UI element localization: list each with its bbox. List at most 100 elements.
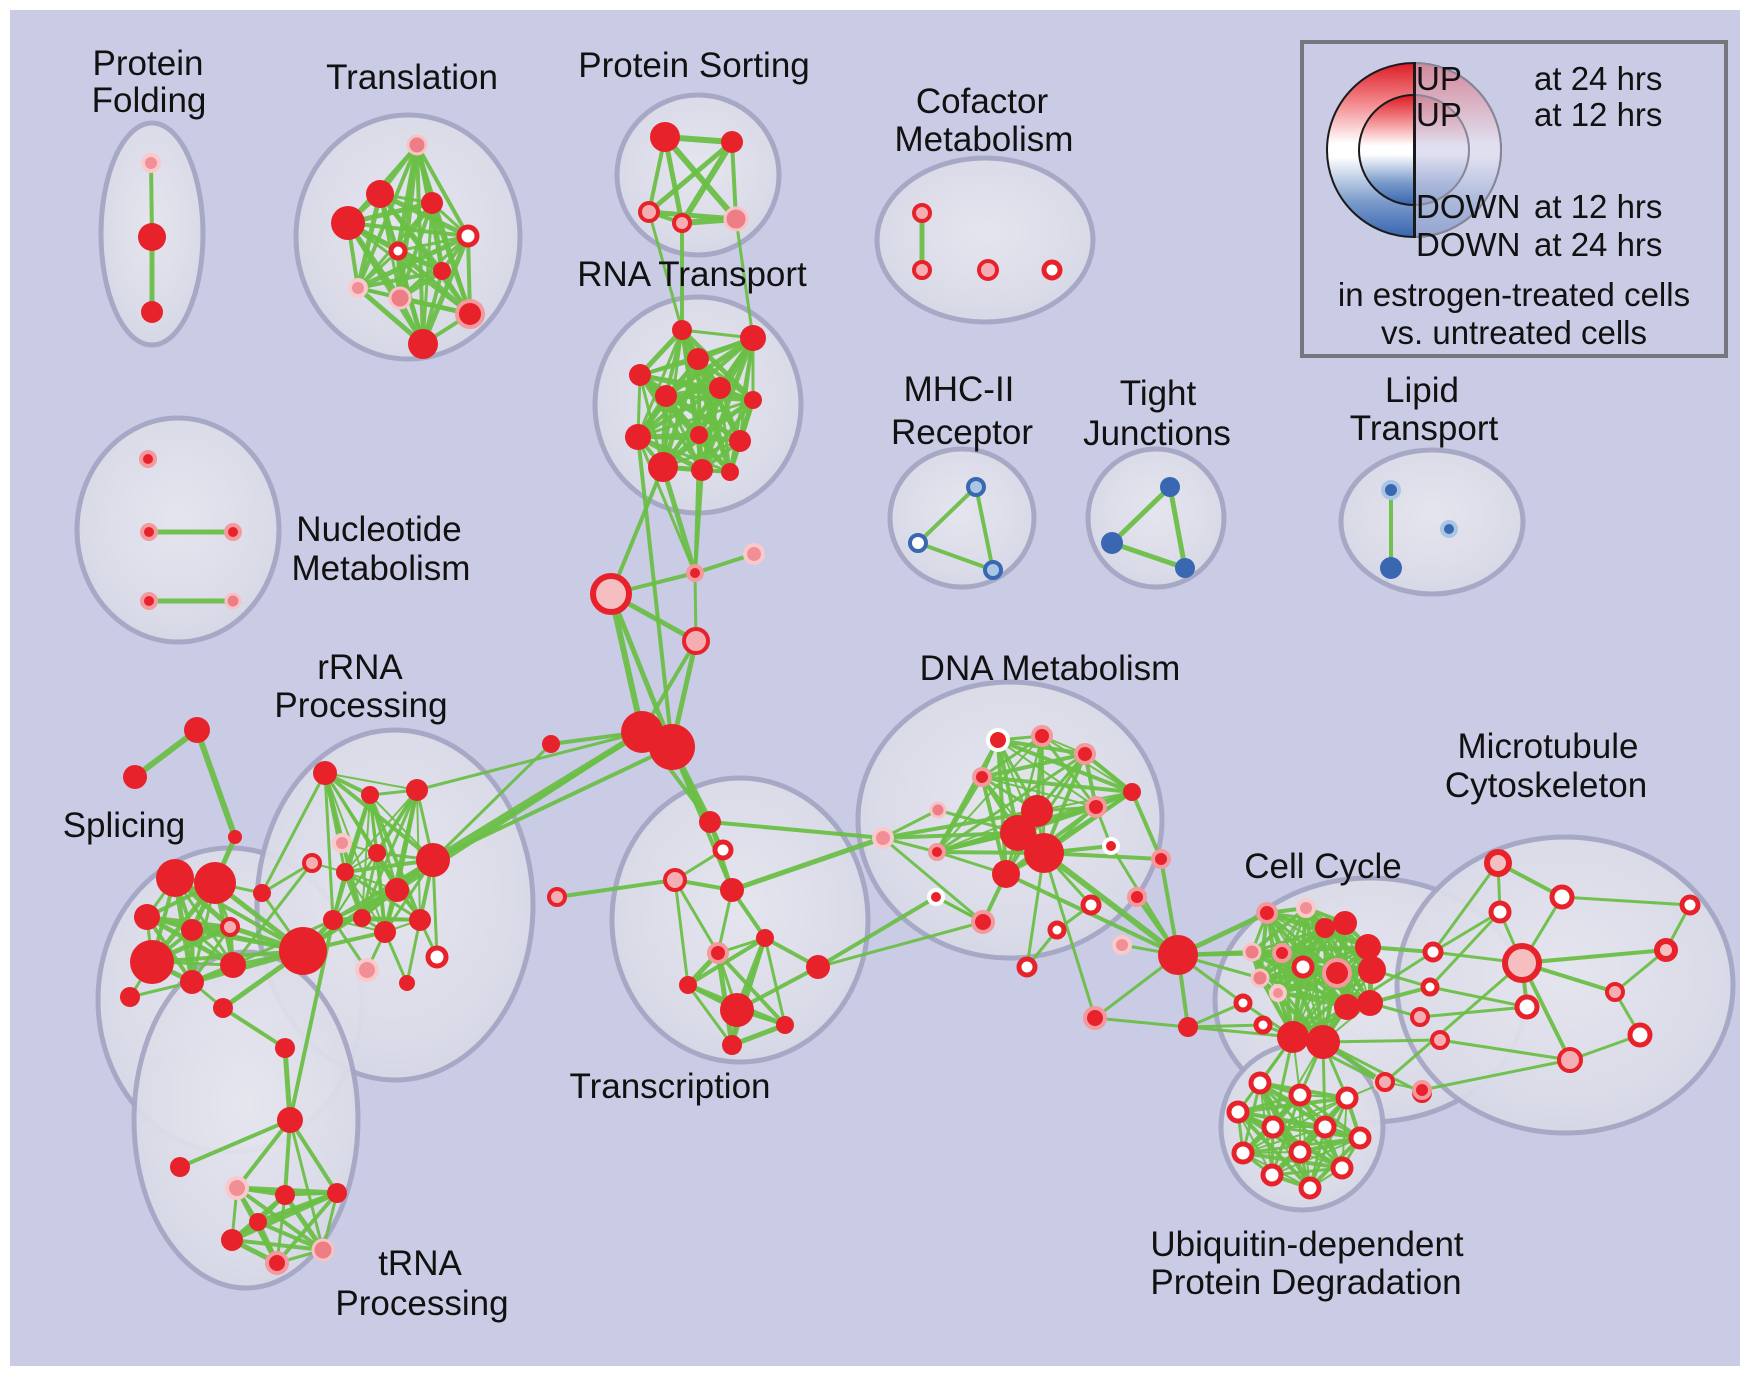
network-node <box>691 459 713 481</box>
network-edge <box>646 139 735 215</box>
network-edge <box>708 820 885 840</box>
network-node <box>1412 1080 1432 1100</box>
network-node <box>686 564 704 582</box>
network-node <box>971 910 995 934</box>
network-node <box>1557 1047 1583 1073</box>
network-node <box>927 888 945 906</box>
network-node <box>366 180 394 208</box>
cluster-label-splicing: Splicing <box>63 806 186 845</box>
network-node <box>180 970 204 994</box>
legend-row-up-24: UP at 24 hrs <box>1304 60 1724 100</box>
network-node <box>1123 783 1141 801</box>
network-node <box>332 833 352 853</box>
cluster-label-lipid-transport: Transport <box>1350 409 1499 448</box>
legend-caption-line2: vs. untreated cells <box>1381 314 1647 351</box>
network-node <box>1158 935 1198 975</box>
network-edge <box>637 372 756 403</box>
network-edge <box>1280 951 1374 972</box>
legend-term: UP <box>1416 60 1462 97</box>
network-node <box>1178 1017 1198 1037</box>
network-edge <box>1428 910 1502 989</box>
network-node <box>1313 1115 1337 1139</box>
network-edge <box>431 745 674 862</box>
network-node <box>1083 1006 1107 1030</box>
network-node <box>374 921 396 943</box>
network-node <box>983 560 1003 580</box>
network-edge <box>1242 1126 1326 1154</box>
network-node <box>139 450 157 468</box>
network-node <box>966 477 986 497</box>
cluster-label-transcription: Transcription <box>570 1067 771 1106</box>
network-node <box>720 878 744 902</box>
network-node <box>687 348 709 370</box>
network-node <box>1260 1163 1284 1187</box>
cluster-label-dna-metabolism: DNA Metabolism <box>920 649 1181 688</box>
network-node <box>721 131 743 153</box>
network-node <box>1175 558 1195 578</box>
network-node <box>213 998 233 1018</box>
network-edge <box>1242 1097 1348 1154</box>
network-node <box>977 259 999 281</box>
network-node <box>194 862 236 904</box>
cluster-ellipse-tight-junctions <box>1085 446 1227 590</box>
network-edge <box>1321 1040 1424 1095</box>
network-node <box>1335 1086 1359 1110</box>
network-edge <box>673 878 720 955</box>
legend-row-down-12: DOWN at 12 hrs <box>1304 188 1724 228</box>
network-node <box>1348 1126 1372 1150</box>
cluster-label-cell-cycle: Cell Cycle <box>1244 847 1402 886</box>
network-node <box>181 919 203 941</box>
network-node <box>456 224 480 248</box>
legend-time: at 24 hrs <box>1534 60 1663 97</box>
network-edge <box>693 433 701 575</box>
network-edge <box>415 143 470 238</box>
network-edge <box>1186 1001 1245 1029</box>
network-node <box>1410 1007 1430 1027</box>
network-node <box>1306 1025 1340 1059</box>
network-node <box>721 463 739 481</box>
network-edge <box>1167 484 1188 571</box>
network-node <box>302 853 322 873</box>
legend-term: DOWN <box>1416 188 1521 225</box>
network-node <box>1288 1140 1312 1164</box>
network-node <box>992 860 1020 888</box>
network-edge <box>1418 1005 1529 1019</box>
network-edge <box>816 895 938 969</box>
network-edge <box>323 771 335 922</box>
network-node <box>416 843 450 877</box>
legend-time: at 24 hrs <box>1534 226 1663 263</box>
network-node <box>1231 1141 1255 1165</box>
network-node <box>184 717 210 743</box>
network-node <box>707 942 729 964</box>
network-edge <box>178 1118 292 1169</box>
cluster-ellipse-transcription <box>609 775 871 1065</box>
network-node <box>1296 898 1316 918</box>
network-node <box>1315 918 1335 938</box>
network-node <box>1248 1071 1272 1095</box>
network-node <box>1420 977 1440 997</box>
network-node <box>1291 955 1315 979</box>
network-node <box>1288 1083 1312 1107</box>
network-node <box>690 426 708 444</box>
network-node <box>629 364 651 386</box>
network-node <box>1233 993 1253 1013</box>
network-edge <box>763 936 787 1027</box>
network-edge <box>1186 1025 1295 1039</box>
network-node <box>1151 849 1171 869</box>
network-node <box>1679 894 1701 916</box>
network-node <box>1298 1176 1322 1200</box>
cluster-label-translation: Translation <box>326 58 498 97</box>
network-node <box>331 206 365 240</box>
network-node <box>249 1213 267 1231</box>
network-node <box>421 192 443 214</box>
network-node <box>625 424 651 450</box>
cluster-label-microtubule-cytoskeleton: Cytoskeleton <box>1445 766 1647 805</box>
network-node <box>134 904 160 930</box>
network-edge <box>256 1220 325 1252</box>
network-node <box>1440 520 1458 538</box>
network-node <box>388 286 412 310</box>
network-edge <box>1431 910 1502 954</box>
network-node <box>756 929 774 947</box>
network-edge <box>1520 948 1668 965</box>
network-node <box>1031 725 1053 747</box>
